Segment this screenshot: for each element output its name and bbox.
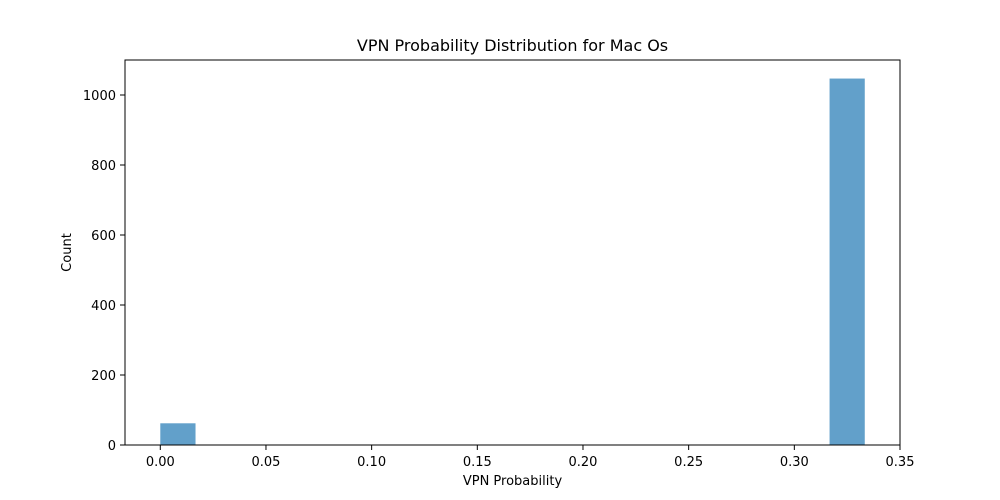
histogram-bar-1	[829, 78, 865, 446]
bars-layer	[160, 78, 865, 446]
y-tick-label: 800	[91, 159, 116, 174]
chart-title: VPN Probability Distribution for Mac Os	[357, 36, 668, 55]
x-tick-label: 0.10	[357, 455, 386, 470]
y-axis-label: Count	[60, 233, 75, 272]
x-axis-ticks: 0.00 0.05 0.10 0.15 0.20 0.25 0.30 0.35	[146, 445, 915, 470]
x-tick-label: 0.25	[674, 455, 703, 470]
y-tick-label: 1000	[83, 89, 116, 104]
y-axis-ticks: 0 200 400 600 800 1000	[83, 89, 125, 454]
y-tick-label: 400	[91, 299, 116, 314]
x-tick-label: 0.00	[146, 455, 175, 470]
x-tick-label: 0.15	[463, 455, 492, 470]
x-tick-label: 0.35	[886, 455, 915, 470]
y-tick-label: 0	[108, 439, 116, 454]
y-tick-label: 600	[91, 229, 116, 244]
x-tick-label: 0.05	[251, 455, 280, 470]
x-tick-label: 0.30	[780, 455, 809, 470]
y-tick-label: 200	[91, 369, 116, 384]
histogram-bar-0	[160, 423, 196, 445]
plot-frame	[124, 59, 901, 446]
x-axis-label: VPN Probability	[463, 474, 563, 489]
x-tick-label: 0.20	[569, 455, 598, 470]
